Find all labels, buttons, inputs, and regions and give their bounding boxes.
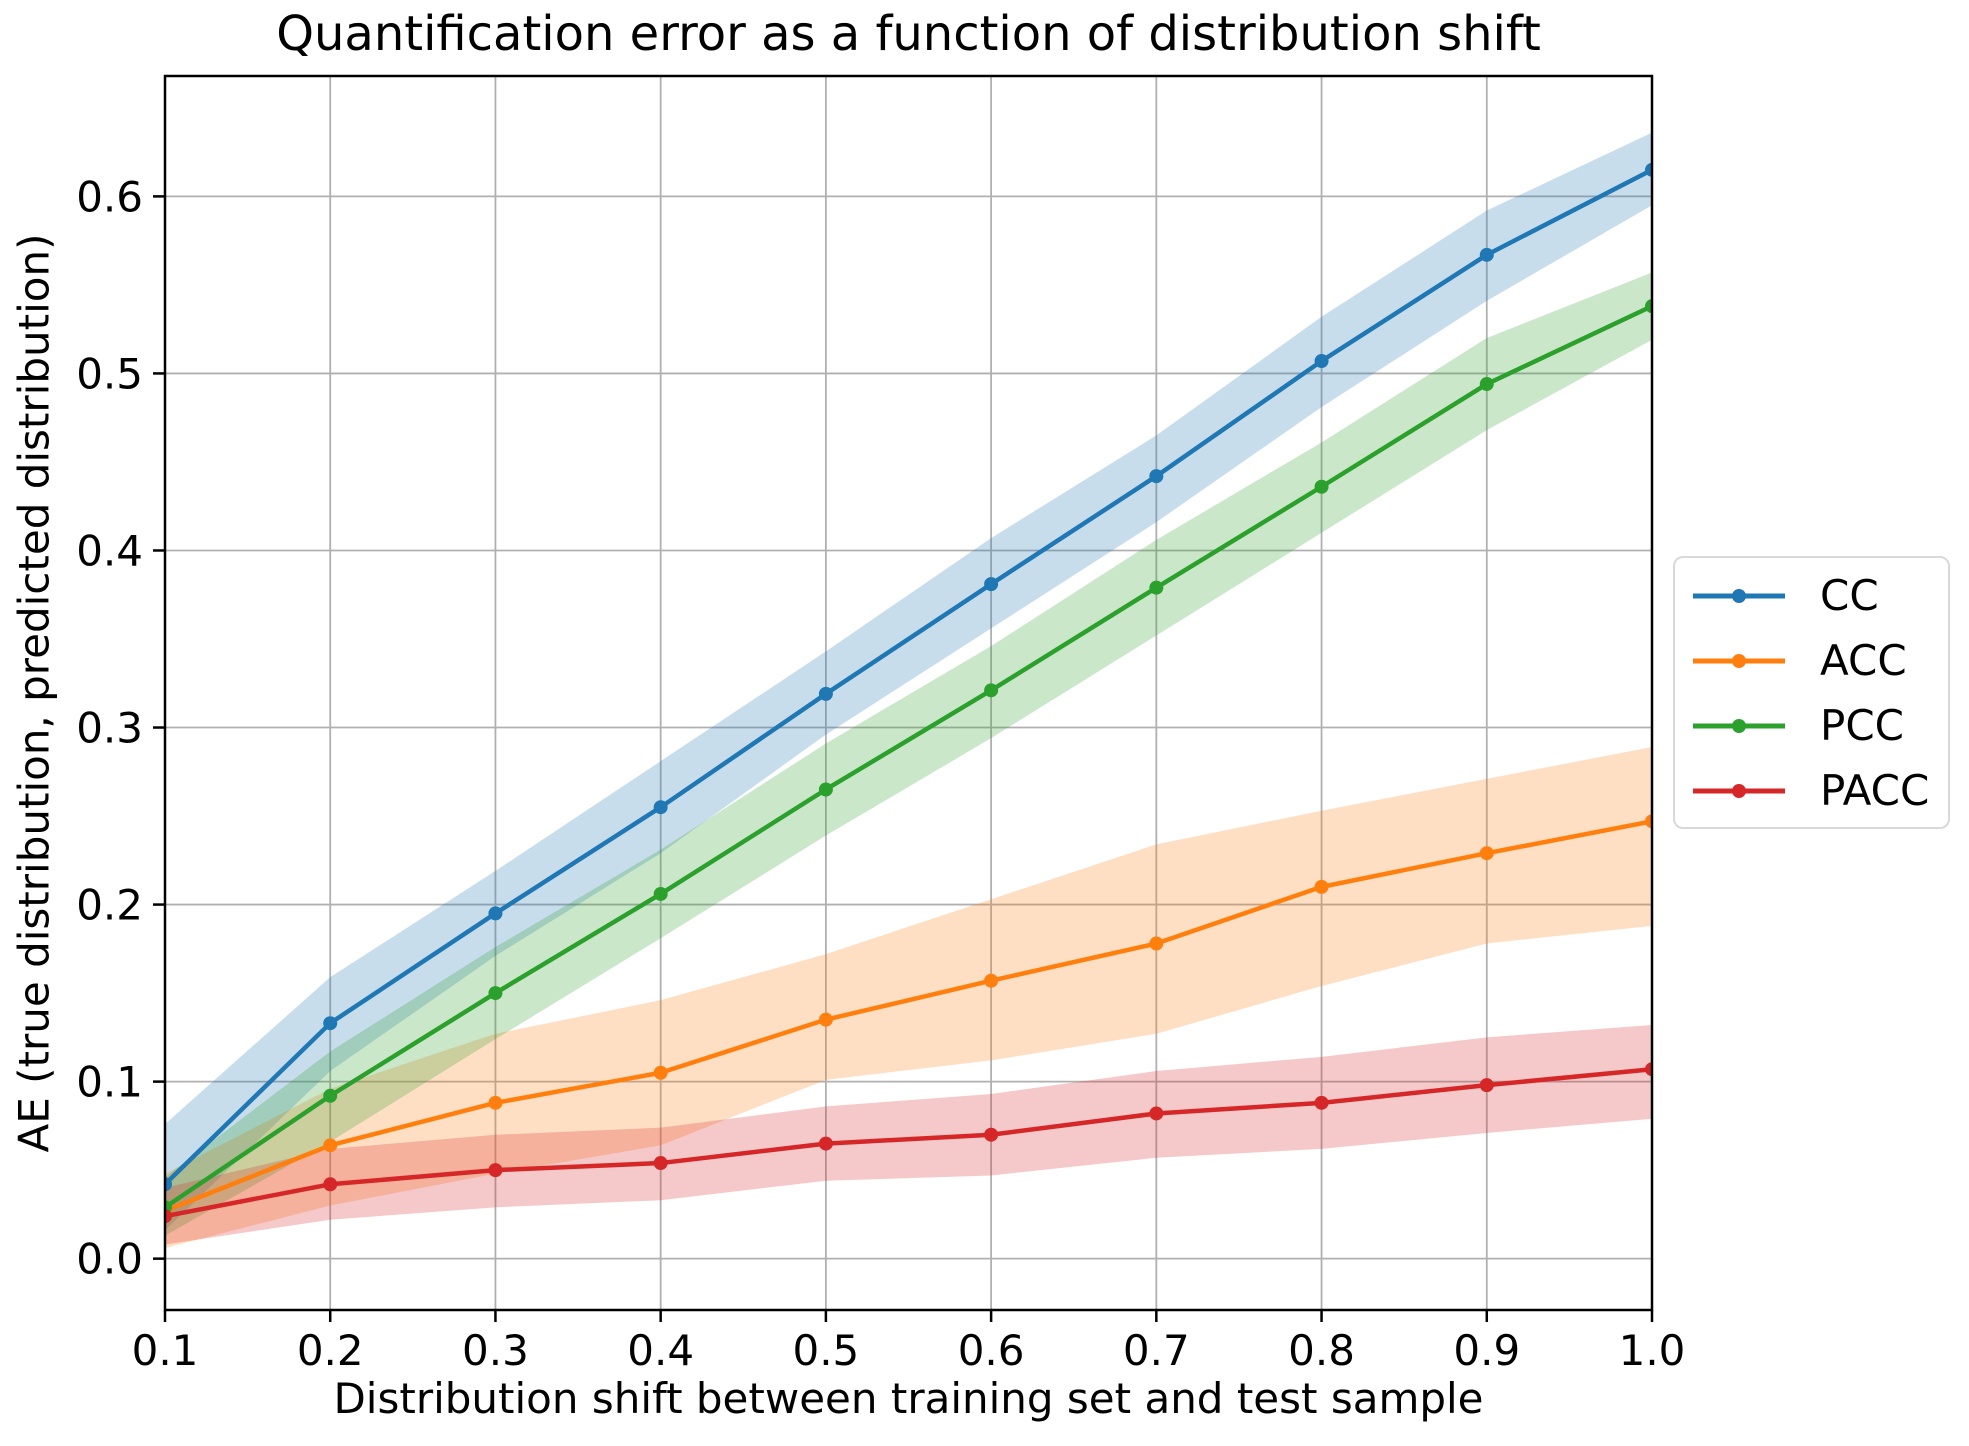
y-tick-label: 0.0 [76, 1235, 143, 1284]
tick-labels: 0.1 0.2 0.3 0.4 0.5 0.6 0.7 0.8 0.9 1.0 0.0 0.1 0.2 0… [76, 172, 1685, 1375]
marker-cc [1149, 469, 1164, 484]
x-tick-label: 0.6 [958, 1326, 1025, 1375]
confidence-bands [165, 132, 1652, 1249]
marker-pacc [1479, 1078, 1494, 1093]
marker-cc [818, 686, 833, 701]
x-tick-label: 0.3 [462, 1326, 529, 1375]
legend-line-sample-pcc [1693, 718, 1785, 733]
legend-item-pacc: PACC [1675, 758, 1948, 823]
marker-acc [1645, 814, 1652, 829]
marker-pcc [653, 886, 668, 901]
marker-pcc [1314, 479, 1329, 494]
marker-pcc [984, 683, 999, 698]
marker-cc [165, 1177, 172, 1192]
x-tick-label: 1.0 [1619, 1326, 1686, 1375]
y-tick-label: 0.5 [76, 349, 143, 398]
legend-item-acc: ACC [1675, 628, 1948, 693]
marker-pacc [1314, 1095, 1329, 1110]
marker-cc [1479, 247, 1494, 262]
marker-cc [984, 577, 999, 592]
x-tick-label: 0.2 [297, 1326, 364, 1375]
marker-pcc [488, 986, 503, 1001]
marker-acc [323, 1138, 338, 1153]
legend-item-pcc: PCC [1675, 693, 1948, 758]
tick-marks [153, 195, 1654, 1322]
legend-label-pcc: PCC [1820, 700, 1904, 750]
marker-acc [1149, 936, 1164, 951]
marker-pcc [1149, 580, 1164, 595]
axes-spines [163, 74, 1654, 1312]
marker-pacc [323, 1177, 338, 1192]
band-pacc [165, 1024, 1652, 1245]
y-tick-label: 0.1 [76, 1058, 143, 1107]
marker-pacc [818, 1136, 833, 1151]
x-tick-label: 0.9 [1453, 1326, 1520, 1375]
y-tick-label: 0.6 [76, 172, 143, 221]
marker-cc [323, 1016, 338, 1031]
line-pacc [165, 1066, 1652, 1219]
band-cc [165, 132, 1652, 1231]
legend-label-cc: CC [1820, 570, 1879, 620]
line-acc [165, 819, 1652, 1214]
line-pcc [165, 303, 1652, 1210]
marker-acc [488, 1095, 503, 1110]
marker-pacc [984, 1127, 999, 1142]
chart-title: Quantification error as a function of di… [276, 6, 1541, 62]
band-acc [165, 746, 1652, 1249]
legend-item-cc: CC [1675, 563, 1948, 628]
y-tick-label: 0.4 [76, 526, 143, 575]
series-lines [165, 162, 1652, 1224]
marker-pcc [323, 1088, 338, 1103]
x-tick-label: 0.4 [627, 1326, 694, 1375]
x-axis-label: Distribution shift between training set … [333, 1374, 1484, 1423]
marker-acc [1314, 879, 1329, 894]
marker-pcc [1479, 377, 1494, 392]
marker-pacc [1645, 1062, 1652, 1077]
marker-pacc [488, 1163, 503, 1178]
x-tick-label: 0.8 [1288, 1326, 1355, 1375]
marker-cc [1645, 162, 1652, 177]
x-tick-label: 0.5 [792, 1326, 859, 1375]
legend-label-acc: ACC [1820, 635, 1907, 685]
y-tick-label: 0.2 [76, 881, 143, 930]
legend-line-sample-pacc [1693, 783, 1785, 798]
marker-pcc [818, 782, 833, 797]
marker-pacc [165, 1209, 172, 1224]
marker-pacc [653, 1156, 668, 1171]
marker-pcc [1645, 299, 1652, 314]
marker-acc [653, 1065, 668, 1080]
x-tick-label: 0.1 [132, 1326, 199, 1375]
marker-acc [984, 973, 999, 988]
legend-label-pacc: PACC [1820, 765, 1930, 815]
x-tick-label: 0.7 [1123, 1326, 1190, 1375]
marker-cc [1314, 354, 1329, 369]
marker-acc [1479, 846, 1494, 861]
y-tick-label: 0.3 [76, 704, 143, 753]
line-cc [165, 167, 1652, 1187]
legend-box: CC ACC PCC PACC [1673, 556, 1950, 829]
marker-cc [488, 906, 503, 921]
legend-line-sample-acc [1693, 653, 1785, 668]
y-axis-label: AE (true distribution, predicted distrib… [9, 233, 59, 1153]
marker-pacc [1149, 1106, 1164, 1121]
marker-acc [818, 1012, 833, 1027]
legend-line-sample-cc [1693, 588, 1785, 603]
marker-cc [653, 800, 668, 815]
